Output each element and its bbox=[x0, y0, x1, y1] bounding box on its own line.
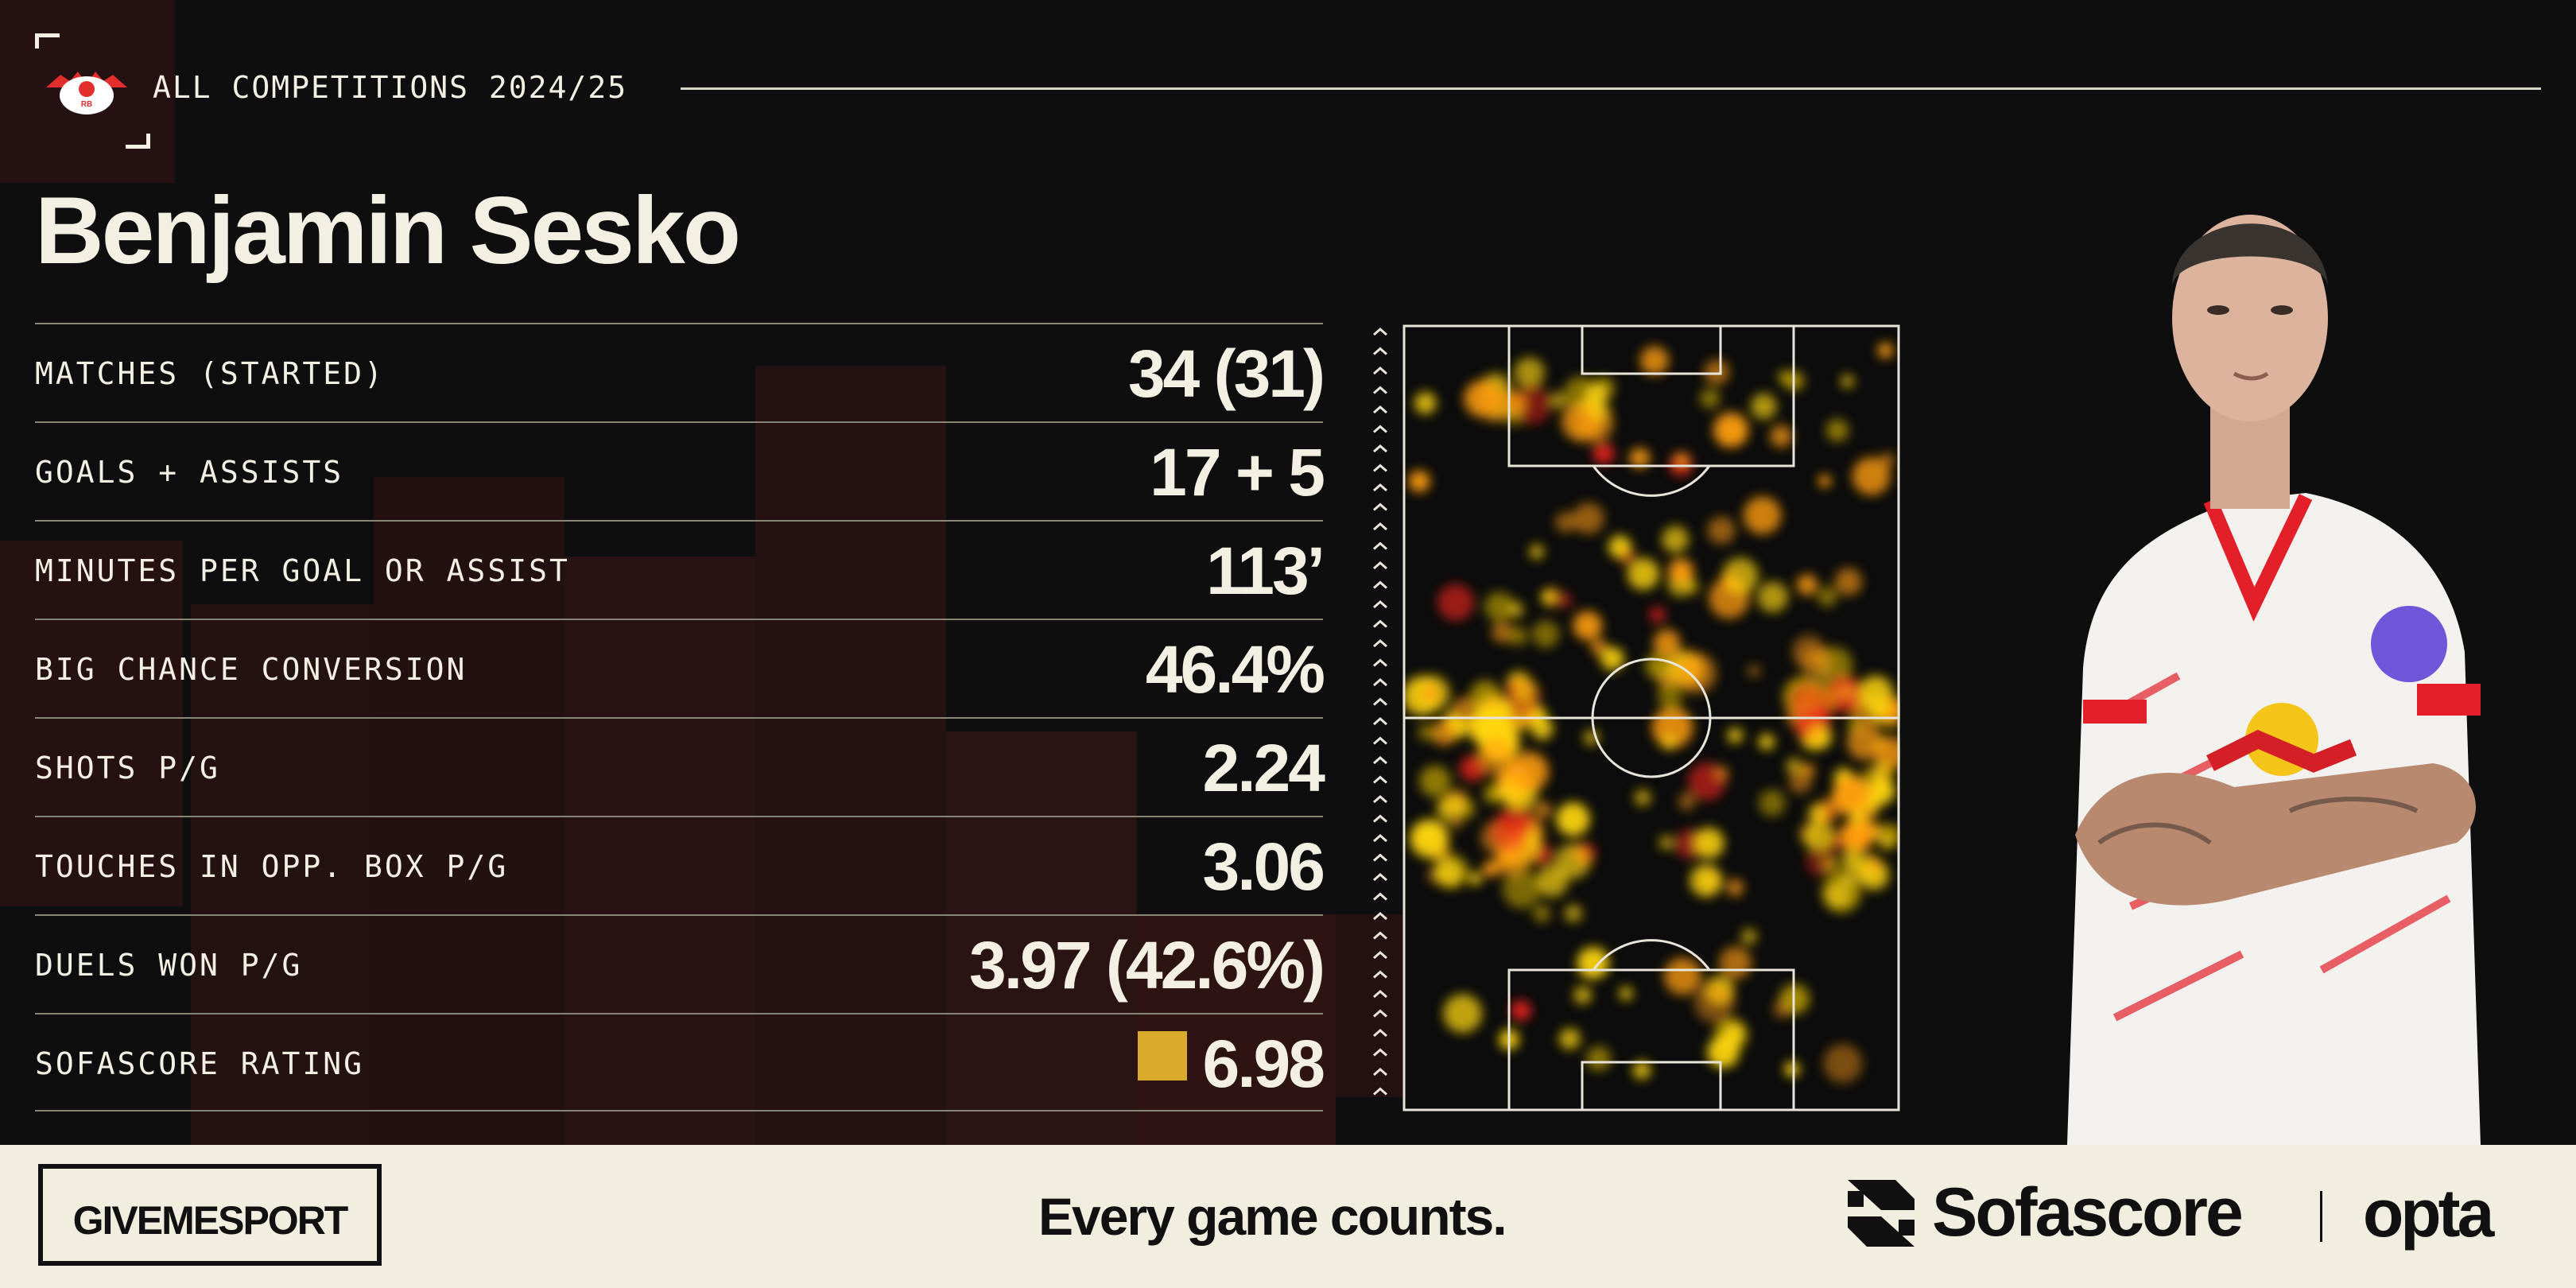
stat-row-minutes-per-ga: MINUTES PER GOAL OR ASSIST 113’ bbox=[35, 520, 1325, 619]
stat-value: 3.97 (42.6%) bbox=[969, 928, 1325, 1003]
heatmap-pitch bbox=[1402, 324, 1900, 1111]
stat-row-rating: SOFASCORE RATING 6.98 bbox=[35, 1013, 1325, 1111]
player-name: Benjamin Sesko bbox=[35, 177, 741, 284]
stat-value: 17 + 5 bbox=[1150, 435, 1325, 510]
stat-value: 46.4% bbox=[1145, 632, 1325, 707]
rating-badge bbox=[1137, 1031, 1187, 1080]
crest-corner-bottom-right bbox=[126, 134, 150, 149]
season-label: ALL COMPETITIONS 2024/25 bbox=[153, 70, 628, 105]
stat-row-touches-box: TOUCHES IN OPP. BOX P/G 3.06 bbox=[35, 816, 1325, 914]
stat-label: DUELS WON P/G bbox=[35, 948, 303, 983]
stat-row-shots: SHOTS P/G 2.24 bbox=[35, 717, 1325, 816]
stat-value: 3.06 bbox=[1202, 829, 1325, 904]
stat-label: SHOTS P/G bbox=[35, 751, 220, 786]
svg-text:RB: RB bbox=[81, 100, 92, 109]
stat-label: MATCHES (STARTED) bbox=[35, 356, 385, 391]
footer-logo-divider bbox=[2320, 1191, 2322, 1242]
stat-row-matches: MATCHES (STARTED) 34 (31) bbox=[35, 323, 1325, 421]
givemesport-wordmark: GIVEMESPORT bbox=[72, 1198, 349, 1243]
tagline: Every game counts. bbox=[1038, 1187, 1507, 1246]
stat-value: 34 (31) bbox=[1127, 336, 1325, 411]
footer-bar: GIVEMESPORT Every game counts. Sofascore… bbox=[0, 1145, 2576, 1288]
stat-value: 113’ bbox=[1206, 533, 1325, 608]
header-divider bbox=[681, 87, 2541, 90]
rb-leipzig-crest-icon: RB bbox=[46, 72, 127, 114]
player-photo bbox=[2067, 215, 2481, 1145]
stat-value: 2.24 bbox=[1202, 731, 1325, 805]
stat-label: BIG CHANCE CONVERSION bbox=[35, 652, 467, 687]
opta-wordmark: opta bbox=[2363, 1176, 2494, 1251]
stat-row-duels: DUELS WON P/G 3.97 (42.6%) bbox=[35, 914, 1325, 1013]
sofascore-wordmark: Sofascore bbox=[1932, 1174, 2244, 1251]
stat-label: SOFASCORE RATING bbox=[35, 1046, 365, 1081]
stats-table: MATCHES (STARTED) 34 (31) GOALS + ASSIST… bbox=[35, 323, 1325, 1111]
pitch-lines bbox=[1402, 324, 1900, 1111]
heatmap-blobs bbox=[1402, 343, 1900, 1084]
givemesport-logo: GIVEMESPORT bbox=[38, 1164, 382, 1266]
stat-row-big-chance: BIG CHANCE CONVERSION 46.4% bbox=[35, 619, 1325, 717]
crest-corner-top-left bbox=[35, 33, 60, 48]
stat-label: MINUTES PER GOAL OR ASSIST bbox=[35, 553, 570, 588]
attack-direction-arrows-icon bbox=[1373, 328, 1387, 1096]
stat-value-rating: 6.98 bbox=[1137, 1026, 1325, 1101]
rating-number: 6.98 bbox=[1202, 1026, 1325, 1101]
stat-label: GOALS + ASSISTS bbox=[35, 455, 344, 490]
stat-row-goals-assists: GOALS + ASSISTS 17 + 5 bbox=[35, 421, 1325, 520]
background-bars bbox=[0, 0, 1527, 1145]
sofascore-logo-icon bbox=[1848, 1180, 1915, 1247]
stat-label: TOUCHES IN OPP. BOX P/G bbox=[35, 849, 509, 884]
